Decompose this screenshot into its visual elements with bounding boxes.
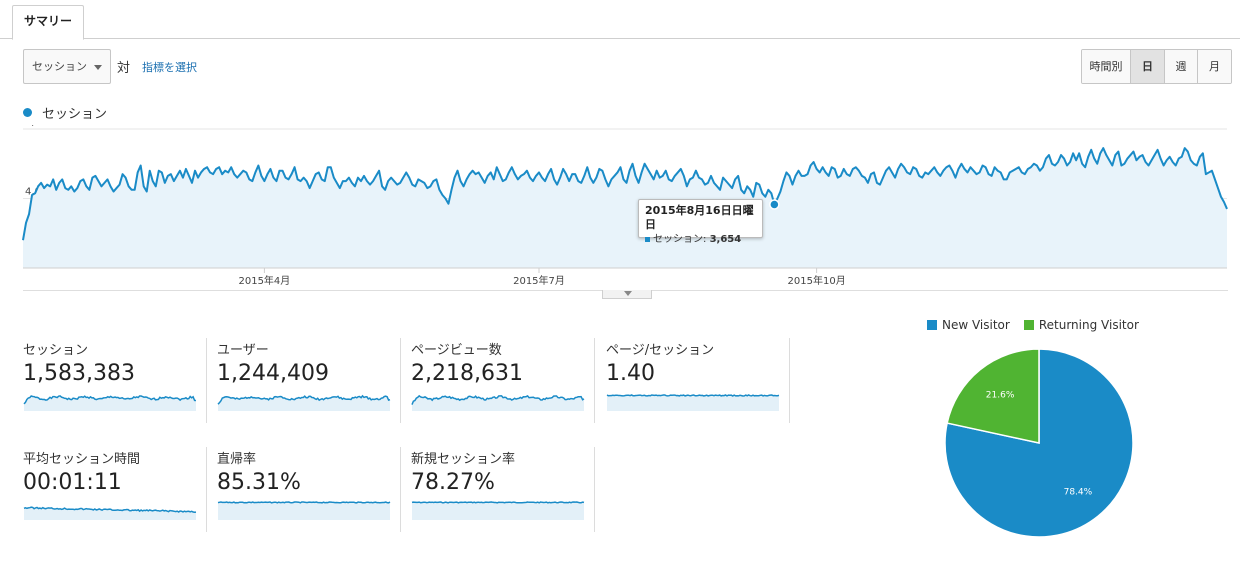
metric-divider: [206, 338, 207, 423]
series-dot-icon: [23, 108, 32, 117]
highlight-point: [769, 199, 780, 210]
series-square-icon: [645, 236, 650, 242]
vs-label: 対: [117, 61, 131, 76]
metric-sparkline: [23, 506, 197, 520]
metric-tile[interactable]: ページビュー数 2,218,631: [411, 339, 591, 429]
pie-legend-item[interactable]: Returning Visitor: [1023, 318, 1139, 332]
metric-value: 2,218,631: [411, 361, 523, 386]
sessions-line-chart: 8,0004,0002015年4月2015年7月2015年10月: [22, 125, 1228, 287]
metric-label: 直帰率: [217, 452, 257, 467]
metric-divider: [206, 447, 207, 532]
granularity-day-button[interactable]: 日: [1130, 50, 1164, 83]
pie-legend: New Visitor Returning Visitor: [927, 318, 1153, 332]
x-tick-label: 2015年10月: [788, 274, 846, 287]
metric-tile[interactable]: ページ/セッション 1.40: [606, 339, 786, 429]
collapse-chart-button[interactable]: [602, 290, 652, 299]
metric-label: セッション: [23, 343, 89, 358]
tab-summary[interactable]: サマリー: [12, 5, 84, 40]
metric-label: ページ/セッション: [606, 343, 715, 358]
y-tick-label: 8,000: [25, 125, 54, 128]
metric-label: 新規セッション率: [411, 452, 516, 467]
metric-value: 00:01:11: [23, 470, 122, 495]
sparkline-area: [412, 502, 584, 520]
metric-select-value: セッション: [32, 60, 87, 73]
metric-tile[interactable]: ユーザー 1,244,409: [217, 339, 397, 429]
tooltip-date: 2015年8月16日日曜日: [645, 204, 754, 231]
metric-sparkline: [411, 394, 585, 411]
visitor-type-pie-chart: 78.4% 21.6%: [944, 348, 1134, 538]
sparkline-line: [411, 501, 585, 504]
sparkline-line: [23, 395, 197, 405]
sparkline-line: [606, 394, 780, 397]
granularity-toggle: 時間別 日 週 月: [1081, 49, 1232, 84]
metric-divider: [789, 338, 790, 423]
granularity-hourly-button[interactable]: 時間別: [1082, 50, 1130, 83]
metric-tile[interactable]: 直帰率 85.31%: [217, 448, 397, 538]
pie-legend-label: Returning Visitor: [1038, 318, 1139, 332]
metric-sparkline: [606, 394, 780, 411]
metric-divider: [400, 447, 401, 532]
chart-legend: セッション: [23, 103, 107, 122]
sparkline-area: [607, 395, 779, 411]
pie-slice-label: 21.6%: [986, 391, 1015, 401]
tab-bar: サマリー: [0, 0, 1240, 40]
metric-value: 1.40: [606, 361, 655, 386]
metric-divider: [594, 447, 595, 532]
metric-value: 85.31%: [217, 470, 301, 495]
metric-label: 平均セッション時間: [23, 452, 141, 467]
metric-sparkline: [217, 394, 391, 411]
metric-sparkline: [217, 501, 391, 520]
metric-value: 78.27%: [411, 470, 495, 495]
sparkline-line: [411, 394, 585, 405]
metric-sparkline: [23, 395, 197, 411]
metric-divider: [594, 338, 595, 423]
metric-label: ページビュー数: [411, 343, 502, 358]
sessions-area: [23, 148, 1227, 268]
metric-sparkline: [411, 501, 585, 520]
pie-legend-label: New Visitor: [942, 318, 1010, 332]
x-tick-label: 2015年7月: [513, 274, 565, 287]
metric-label: ユーザー: [217, 343, 269, 358]
legend-square-icon: [1023, 320, 1034, 330]
metric-divider: [400, 338, 401, 423]
metric-value: 1,244,409: [217, 361, 329, 386]
metric-value: 1,583,383: [23, 361, 135, 386]
sparkline-area: [412, 395, 584, 411]
metric-tile[interactable]: 平均セッション時間 00:01:11: [23, 448, 203, 538]
pie-slice-returning-visitor: [946, 348, 1040, 444]
sparkline-line: [217, 501, 391, 504]
sparkline-line: [217, 394, 391, 405]
sparkline-area: [218, 502, 390, 520]
granularity-month-button[interactable]: 月: [1197, 50, 1231, 83]
caret-down-icon: [94, 65, 102, 70]
legend-square-icon: [927, 320, 937, 330]
chart-tooltip: 2015年8月16日日曜日 セッション: 3,654: [638, 199, 763, 245]
pie-slice-label: 78.4%: [1064, 487, 1093, 497]
metric-select[interactable]: セッション: [23, 49, 111, 84]
granularity-week-button[interactable]: 週: [1164, 50, 1197, 83]
sessions-line: [22, 147, 1228, 241]
sparkline-line: [23, 506, 197, 513]
select-metric-link[interactable]: 指標を選択: [142, 61, 197, 74]
pie-legend-item[interactable]: New Visitor: [927, 318, 1010, 332]
sparkline-area: [24, 507, 196, 520]
metric-tile[interactable]: 新規セッション率 78.27%: [411, 448, 591, 538]
tooltip-row: セッション: 3,654: [645, 232, 756, 247]
legend-label: セッション: [42, 107, 108, 122]
x-tick-label: 2015年4月: [238, 274, 290, 287]
tooltip-value: 3,654: [709, 234, 742, 245]
chevron-down-icon: [624, 291, 632, 296]
metric-tile[interactable]: セッション 1,583,383: [23, 339, 203, 429]
tooltip-series: セッション: [653, 234, 703, 245]
